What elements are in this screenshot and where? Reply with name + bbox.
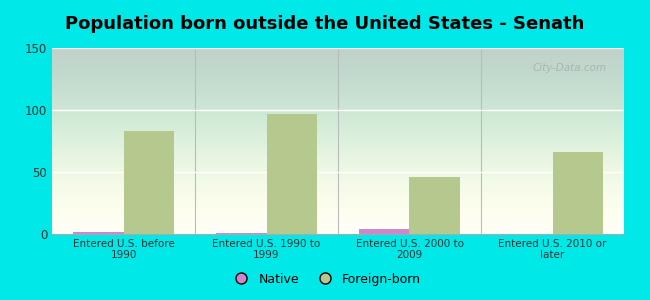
Bar [73,232,124,234]
Bar [124,131,174,234]
Legend: Native, Foreign-born: Native, Foreign-born [224,268,426,291]
Bar [266,114,317,234]
Text: Population born outside the United States - Senath: Population born outside the United State… [65,15,585,33]
Bar [359,229,410,234]
Bar [410,177,460,234]
Bar [216,233,266,234]
Bar [552,152,603,234]
Text: City-Data.com: City-Data.com [533,63,607,73]
